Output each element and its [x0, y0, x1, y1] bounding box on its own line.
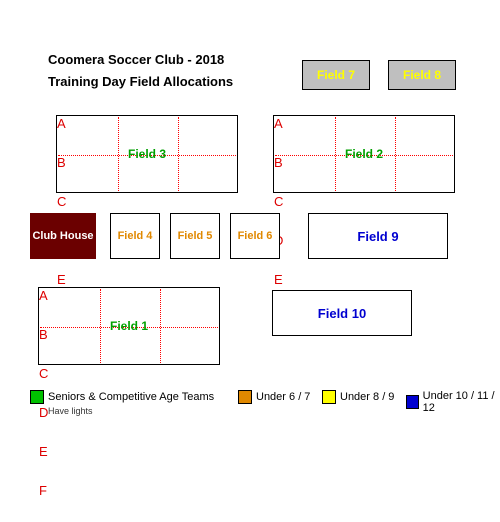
legend-u67: Under 6 / 7 — [238, 390, 310, 404]
legend-label: Under 8 / 9 — [340, 391, 394, 403]
grid-cell: A — [57, 116, 118, 155]
field-label: Field 10 — [318, 306, 366, 321]
field-label: Field 1 — [110, 319, 148, 333]
field-label: Field 8 — [403, 68, 441, 82]
swatch-green — [30, 390, 44, 404]
title-line-1: Coomera Soccer Club - 2018 — [48, 52, 224, 67]
grid-cell: F — [39, 483, 100, 522]
field-8: Field 8 — [388, 60, 456, 90]
field-3: ABCDEFField 3 — [56, 115, 238, 193]
legend-note-text: Have lights — [48, 406, 93, 416]
field-10: Field 10 — [272, 290, 412, 336]
field-label: Field 3 — [128, 147, 166, 161]
title-line-2: Training Day Field Allocations — [48, 74, 233, 89]
field-label: Field 6 — [238, 230, 273, 242]
legend-label: Seniors & Competitive Age Teams — [48, 391, 214, 403]
field-9: Field 9 — [308, 213, 448, 259]
grid-cell: A — [39, 288, 100, 327]
field-2: ABCDEFField 2 — [273, 115, 455, 193]
grid-cell: B — [57, 155, 118, 194]
title-text-1: Coomera Soccer Club - 2018 — [48, 52, 224, 67]
field-7: Field 7 — [302, 60, 370, 90]
legend-note: Have lights — [48, 406, 93, 416]
swatch-orange — [238, 390, 252, 404]
field-label: Field 5 — [178, 230, 213, 242]
field-6: Field 6 — [230, 213, 280, 259]
legend-seniors: Seniors & Competitive Age Teams — [30, 390, 214, 404]
legend-u89: Under 8 / 9 — [322, 390, 394, 404]
swatch-blue — [406, 395, 419, 409]
swatch-yellow — [322, 390, 336, 404]
legend-u101112: Under 10 / 11 / 12 — [406, 390, 500, 414]
club-house-label: Club House — [32, 230, 93, 242]
legend-label: Under 10 / 11 / 12 — [423, 390, 500, 414]
legend-label: Under 6 / 7 — [256, 391, 310, 403]
grid-cell: B — [39, 327, 100, 366]
field-1: ABCDEFField 1 — [38, 287, 220, 365]
grid-cell: E — [39, 444, 100, 483]
field-label: Field 9 — [357, 229, 398, 244]
title-text-2: Training Day Field Allocations — [48, 74, 233, 89]
field-label: Field 4 — [118, 230, 153, 242]
grid-cell: A — [274, 116, 335, 155]
field-label: Field 2 — [345, 147, 383, 161]
field-5: Field 5 — [170, 213, 220, 259]
field-label: Field 7 — [317, 68, 355, 82]
grid-cell: B — [274, 155, 335, 194]
club-house: Club House — [30, 213, 96, 259]
field-4: Field 4 — [110, 213, 160, 259]
